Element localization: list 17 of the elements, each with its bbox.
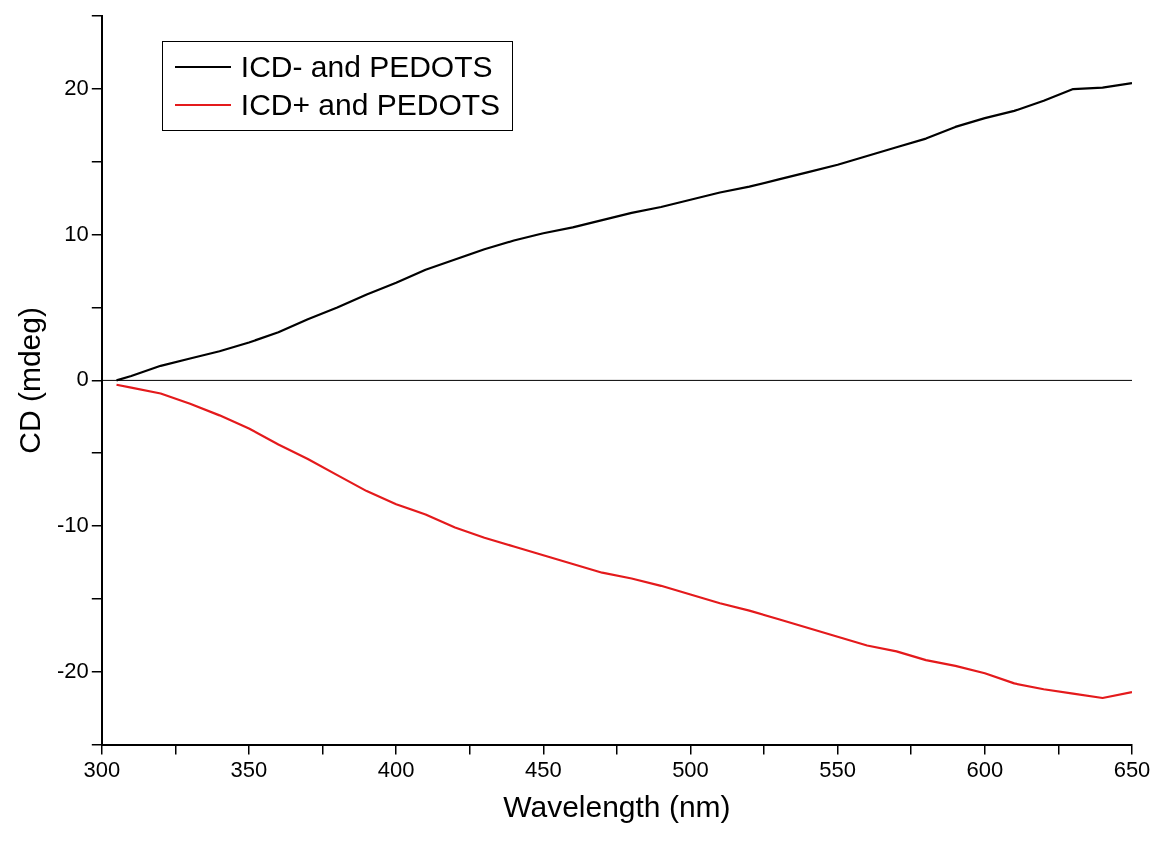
x-tick-label: 450 (524, 756, 562, 782)
x-tick-label: 650 (1113, 756, 1151, 782)
x-tick-label: 500 (672, 756, 709, 782)
x-tick-label: 550 (819, 756, 857, 782)
y-tick-label: -20 (57, 657, 89, 683)
legend-label: ICD- and PEDOTS (240, 49, 493, 86)
x-tick-label: 400 (377, 756, 415, 782)
x-tick-label: 600 (966, 756, 1004, 782)
x-tick-label: 350 (230, 756, 268, 782)
y-tick-label: -10 (57, 512, 89, 538)
y-tick-label: 20 (64, 75, 89, 101)
y-axis-title: CD (mdeg) (13, 307, 47, 454)
x-tick-label: 300 (83, 756, 121, 782)
legend-label: ICD+ and PEDOTS (240, 87, 501, 124)
x-axis-title: Wavelength (nm) (503, 790, 731, 824)
y-tick-label: 0 (76, 366, 89, 392)
y-tick-label: 10 (64, 220, 89, 246)
